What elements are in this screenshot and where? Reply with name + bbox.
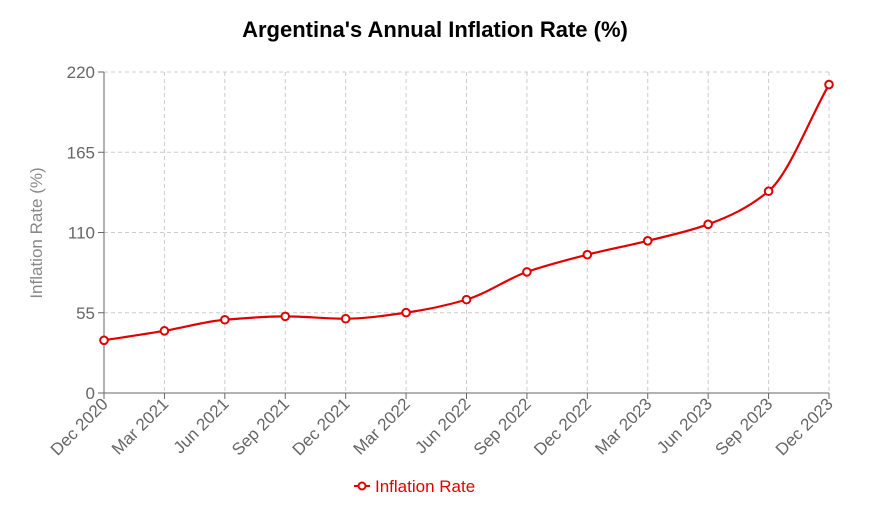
y-tick-label: 165 — [67, 143, 95, 162]
x-tick-label: Dec 2022 — [530, 394, 595, 459]
y-tick-label: 220 — [67, 63, 95, 82]
x-tick-label: Mar 2022 — [350, 394, 414, 458]
data-point — [159, 326, 170, 336]
x-tick-label: Jun 2021 — [170, 394, 233, 457]
x-tick-label: Mar 2021 — [108, 394, 172, 458]
x-tick-label: Mar 2023 — [591, 394, 655, 458]
data-point — [220, 314, 230, 325]
data-point — [824, 79, 834, 90]
legend[interactable]: Inflation Rate — [354, 477, 475, 496]
x-tick-label: Dec 2021 — [289, 394, 354, 459]
data-point — [99, 335, 109, 346]
series-layer — [99, 79, 834, 346]
x-tick-label: Jun 2023 — [653, 394, 716, 457]
data-point — [340, 313, 351, 324]
data-point — [763, 186, 774, 197]
y-tick-label: 55 — [76, 304, 95, 323]
y-tick-label: 0 — [86, 384, 95, 403]
x-tick-label: Dec 2020 — [47, 394, 112, 459]
chart-title: Argentina's Annual Inflation Rate (%) — [242, 17, 628, 42]
data-point — [280, 311, 291, 322]
y-tick-label: 110 — [68, 224, 95, 243]
data-point — [642, 236, 653, 246]
x-tick-label: Sep 2023 — [712, 394, 777, 459]
y-axis-label: Inflation Rate (%) — [27, 167, 46, 298]
x-tick-label: Jun 2022 — [411, 394, 474, 457]
data-point — [582, 249, 593, 260]
grid — [104, 71, 830, 393]
data-point — [703, 219, 713, 230]
x-tick-label: Dec 2023 — [772, 394, 837, 459]
x-tick-label: Sep 2021 — [228, 394, 293, 459]
data-point — [401, 307, 411, 318]
legend-label: Inflation Rate — [375, 477, 475, 496]
data-point — [461, 294, 472, 305]
data-point — [522, 267, 532, 277]
legend-marker — [357, 481, 367, 491]
x-tick-label: Sep 2022 — [470, 394, 535, 459]
